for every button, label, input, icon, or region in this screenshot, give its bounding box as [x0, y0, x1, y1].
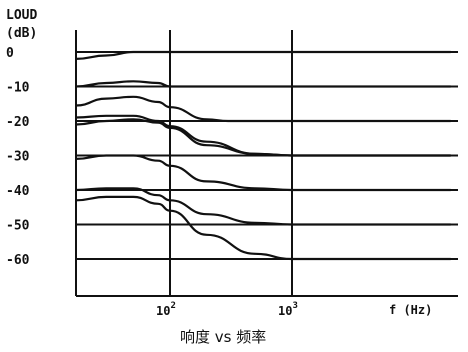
y-tick-label: -10 [6, 81, 30, 96]
loudness-curve-1 [75, 50, 451, 60]
y-axis-label-line1: LOUD [6, 8, 37, 23]
labels: LOUD (dB) f (Hz) 响度 vs 频率 0 -10 -20 -30 -40 -… [6, 8, 432, 346]
loudness-curve-8 [75, 195, 451, 261]
y-tick-label: -60 [6, 253, 30, 268]
loudness-curve-3 [75, 95, 451, 123]
chart-caption: 响度 vs 频率 [180, 328, 266, 346]
y-tick-label: -50 [6, 219, 30, 234]
x-tick-label: 103 [278, 301, 298, 318]
loudness-curve-7 [75, 187, 451, 226]
loudness-curve-5 [75, 118, 451, 157]
loudness-curve-6 [75, 154, 451, 192]
loudness-curve-2 [75, 80, 451, 88]
y-tick-label: -20 [6, 115, 30, 130]
y-tick-label: 0 [6, 46, 14, 61]
y-tick-label: -30 [6, 150, 30, 165]
y-axis-label-line2: (dB) [6, 26, 37, 41]
curves [75, 50, 451, 261]
x-tick-label: 102 [156, 301, 176, 318]
y-tick-label: -40 [6, 184, 30, 199]
grid [75, 30, 458, 297]
x-axis-label: f (Hz) [389, 303, 432, 317]
